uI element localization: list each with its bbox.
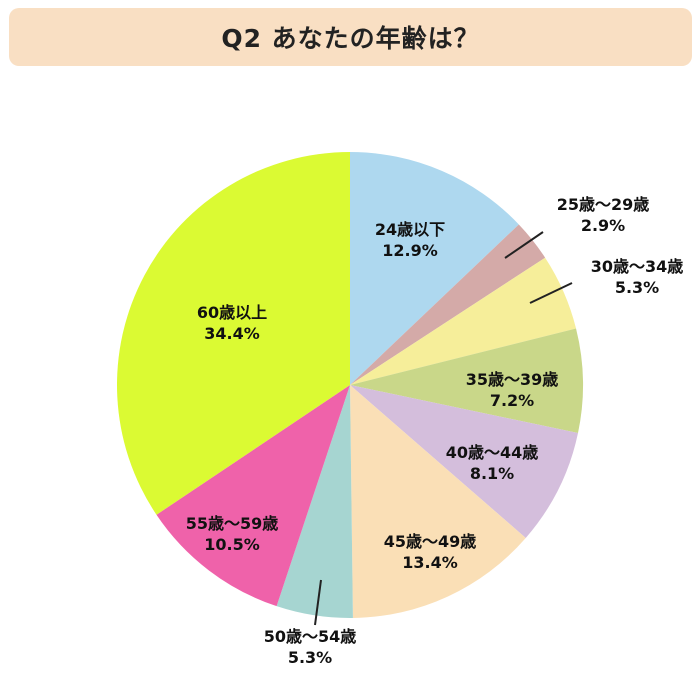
leader-line — [529, 282, 573, 304]
slice-percent-label: 7.2% — [490, 391, 534, 410]
pie-slice — [156, 385, 350, 607]
pie-slice — [350, 328, 584, 433]
slice-label: 24歳以下 — [375, 220, 445, 239]
leader-line — [314, 579, 322, 626]
chart-title-bar: Q2 あなたの年齢は？ — [9, 8, 692, 66]
pie-slice — [117, 152, 350, 515]
pie-slice — [350, 224, 546, 385]
slice-percent-label: 34.4% — [204, 324, 260, 343]
slice-label: 60歳以上 — [197, 303, 267, 322]
pie-slice — [276, 385, 353, 618]
slice-percent-label: 5.3% — [288, 648, 332, 667]
slice-percent-label: 13.4% — [402, 553, 458, 572]
slice-percent-label: 8.1% — [470, 464, 514, 483]
slice-label: 40歳〜44歳 — [446, 443, 539, 462]
slice-label: 55歳〜59歳 — [186, 514, 279, 533]
pie-slice — [350, 385, 526, 618]
slice-label: 30歳〜34歳 — [591, 257, 684, 276]
slice-percent-label: 10.5% — [204, 535, 260, 554]
chart-title: Q2 あなたの年齢は？ — [221, 24, 480, 53]
slice-label: 35歳〜39歳 — [466, 370, 559, 389]
slice-percent-label: 2.9% — [581, 216, 625, 235]
leader-line — [504, 231, 544, 259]
pie-slice — [350, 257, 577, 385]
slice-percent-label: 12.9% — [382, 241, 438, 260]
slice-percent-label: 5.3% — [615, 278, 659, 297]
slice-label: 25歳〜29歳 — [557, 195, 650, 214]
pie-slice — [350, 152, 519, 385]
pie-slice — [350, 385, 579, 538]
slice-label: 50歳〜54歳 — [264, 627, 357, 646]
slice-label: 45歳〜49歳 — [384, 532, 477, 551]
